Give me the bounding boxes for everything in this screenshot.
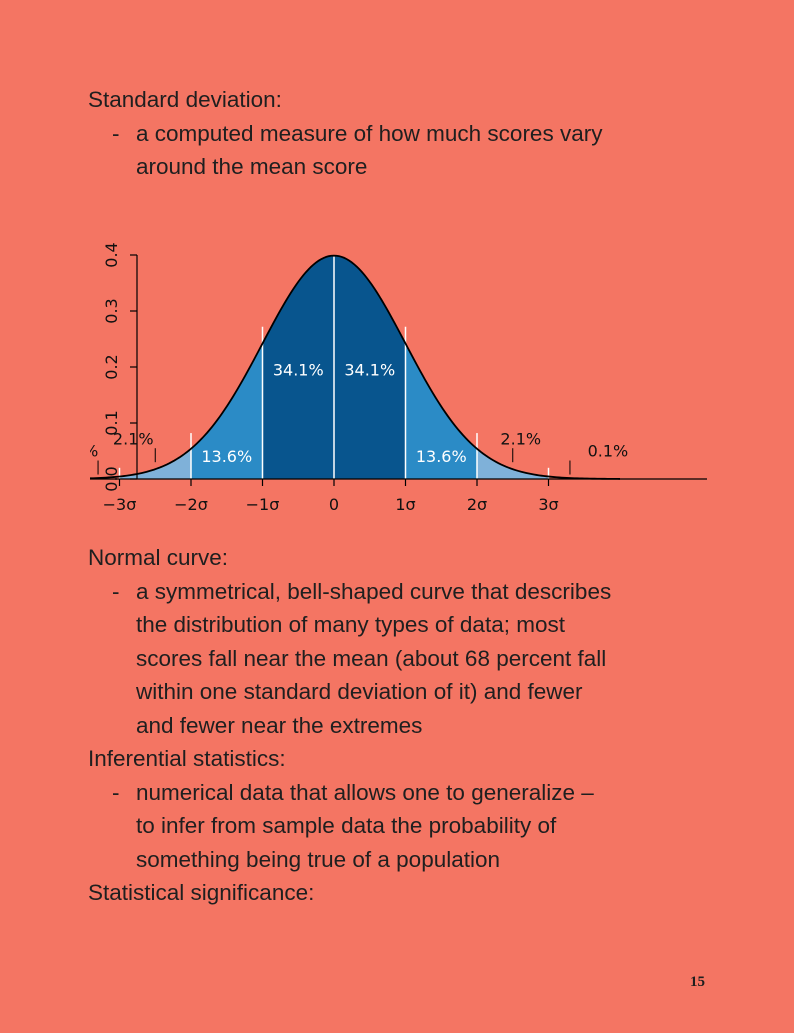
heading-standard-deviation: Standard deviation: xyxy=(88,87,282,112)
region-percent-label: 2.1% xyxy=(500,429,541,448)
tail-percent-label: 0.1% xyxy=(588,442,629,461)
x-tick-label: −2σ xyxy=(174,495,208,514)
bullet-line: and fewer near the extremes xyxy=(136,712,423,738)
y-tick-label: 0.3 xyxy=(102,298,121,323)
bullet-inferential-statistics: - numerical data that allows one to gene… xyxy=(88,776,728,877)
chart-region-0 xyxy=(119,448,191,479)
y-tick-label: 0.4 xyxy=(102,242,121,267)
x-tick-label: 2σ xyxy=(467,495,487,514)
bullet-line: within one standard deviation of it) and… xyxy=(136,679,583,704)
region-percent-label: 13.6% xyxy=(416,447,467,466)
y-tick-label: 0.1 xyxy=(102,410,121,435)
x-tick-label: −1σ xyxy=(246,495,280,514)
normal-curve-line xyxy=(90,254,621,480)
region-percent-label: 34.1% xyxy=(273,360,324,379)
x-tick-label: −3σ xyxy=(103,495,137,514)
bullet-line: to infer from sample data the probabilit… xyxy=(136,813,557,838)
bullet-line: numerical data that allows one to genera… xyxy=(136,779,594,805)
y-tick-label: 0.0 xyxy=(102,466,121,491)
bullet-line: a symmetrical, bell-shaped curve that de… xyxy=(136,578,612,604)
bullet-line: around the mean score xyxy=(136,154,368,179)
section-standard-deviation: Standard deviation: - a computed measure… xyxy=(88,83,728,184)
chart-region-5 xyxy=(477,448,549,479)
bullet-line: a computed measure of how much scores va… xyxy=(136,120,603,146)
bullet-dash: - xyxy=(112,120,120,146)
x-tick-label: 0 xyxy=(329,495,339,514)
bullet-standard-deviation: - a computed measure of how much scores … xyxy=(88,117,728,184)
bullet-dash: - xyxy=(112,578,120,604)
heading-normal-curve: Normal curve: xyxy=(88,545,229,570)
region-percent-label: 34.1% xyxy=(344,360,395,379)
tail-percent-label: 0.1% xyxy=(90,442,98,461)
heading-inferential-statistics: Inferential statistics: xyxy=(88,746,286,771)
region-percent-label: 2.1% xyxy=(113,429,154,448)
bullet-normal-curve: - a symmetrical, bell-shaped curve that … xyxy=(88,575,728,743)
x-tick-label: 1σ xyxy=(395,495,415,514)
section-normal-curve: Normal curve: - a symmetrical, bell-shap… xyxy=(88,541,728,910)
y-tick-label: 0.2 xyxy=(102,354,121,379)
x-tick-label: 3σ xyxy=(538,495,558,514)
bullet-line: the distribution of many types of data; … xyxy=(136,612,565,637)
bullet-line: scores fall near the mean (about 68 perc… xyxy=(136,645,607,671)
bullet-dash: - xyxy=(112,779,120,805)
page-number: 15 xyxy=(690,974,705,990)
heading-statistical-significance: Statistical significance: xyxy=(88,880,315,905)
normal-distribution-chart: −3σ −2σ −1σ 0 1σ 2σ 3σ 0.0 0.1 0.2 0.3 0.4 2.1% 13.6%… xyxy=(90,242,707,514)
bullet-line: something being true of a population xyxy=(136,846,501,872)
region-percent-label: 13.6% xyxy=(201,447,252,466)
